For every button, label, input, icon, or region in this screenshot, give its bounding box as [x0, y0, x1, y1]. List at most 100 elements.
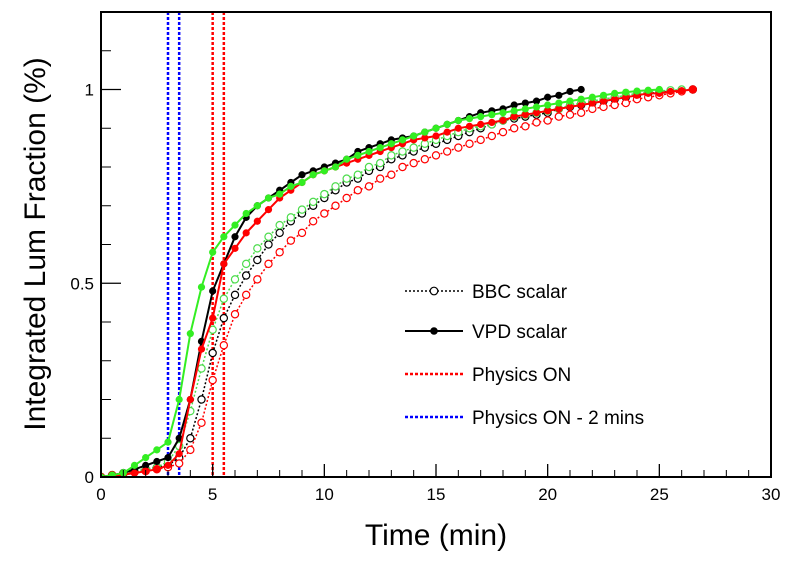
- series-6-point: [432, 124, 440, 132]
- legend-entry-physics-on: Physics ON: [405, 365, 571, 386]
- series-6-point: [499, 109, 507, 117]
- series-2-point: [308, 197, 318, 207]
- series-5-point: [488, 118, 496, 127]
- series-1-point: [230, 290, 240, 300]
- series-2-point: [364, 162, 374, 172]
- series-4-point: [521, 99, 529, 107]
- x-axis-title: Time (min): [365, 519, 507, 552]
- series-5-point: [153, 465, 161, 473]
- x-tick-label: 15: [427, 485, 446, 504]
- series-6-point: [555, 99, 563, 107]
- series-6-point: [242, 209, 250, 218]
- series-6-point: [253, 202, 261, 210]
- series-3-point: [476, 135, 485, 145]
- series-4-point: [175, 434, 183, 442]
- series-5-point: [130, 469, 139, 477]
- series-6-point: [577, 95, 585, 103]
- series-3-point: [398, 162, 407, 172]
- series-3-point: [554, 112, 564, 121]
- legend-swatch-marker: [430, 327, 438, 335]
- series-3-point: [409, 158, 418, 168]
- series-3-point: [543, 116, 552, 125]
- series-6-point: [220, 233, 228, 241]
- legend-entry-bbc-scalar: BBC scalar: [405, 282, 568, 303]
- series-3-point: [532, 118, 541, 127]
- series-6-point: [320, 167, 328, 175]
- series-5-point: [689, 85, 697, 94]
- series-5-point: [253, 217, 261, 225]
- series-6-point: [197, 283, 206, 291]
- series-4-point: [153, 457, 161, 466]
- legend-entry-physics-on-2-mins: Physics ON - 2 mins: [405, 408, 644, 429]
- series-5-point: [566, 103, 574, 111]
- series-6-point: [276, 190, 284, 198]
- series-6-point: [644, 86, 652, 94]
- series-2-point: [241, 259, 251, 269]
- series-6-point: [410, 132, 418, 140]
- series-2-point: [353, 170, 363, 179]
- series-6-point: [655, 85, 663, 94]
- series-6-point: [164, 438, 172, 446]
- series-1-point: [219, 313, 229, 323]
- series-2-point: [297, 205, 307, 214]
- series-6-point: [398, 136, 407, 144]
- series-5-point: [622, 93, 630, 101]
- series-3-point: [342, 193, 351, 203]
- series-6-point: [365, 147, 373, 156]
- series-5-point: [499, 116, 507, 125]
- series-6-point: [153, 446, 161, 454]
- series-4-point: [209, 287, 217, 295]
- series-3-point: [253, 275, 262, 284]
- series-1-point: [275, 228, 284, 238]
- series-2-point: [409, 143, 418, 152]
- series-5-point: [264, 206, 273, 214]
- x-tick-label: 0: [96, 485, 105, 504]
- series-2-point: [197, 364, 206, 373]
- series-3-point: [498, 127, 508, 137]
- series-3-point: [509, 124, 519, 133]
- series-6-point: [588, 93, 596, 101]
- series-6-point: [130, 461, 139, 469]
- series-5-point: [678, 87, 686, 95]
- series-6-point: [331, 163, 340, 171]
- series-2-point: [286, 213, 296, 222]
- series-5-point: [454, 124, 462, 132]
- series-6-point: [622, 88, 630, 96]
- series-6-point: [599, 91, 608, 99]
- series-3-point: [431, 151, 441, 160]
- series-6-point: [387, 140, 395, 148]
- series-6-point: [611, 89, 619, 97]
- series-2-point: [230, 275, 240, 284]
- series-6-point: [142, 454, 150, 462]
- series-6-point: [532, 103, 541, 111]
- series-6-point: [544, 101, 552, 109]
- series-6-point: [186, 330, 194, 338]
- series-5-point: [555, 105, 563, 113]
- series-5-point: [544, 107, 552, 115]
- series-3-point: [576, 108, 586, 117]
- series-6-point: [287, 182, 295, 190]
- series-5-point: [220, 260, 228, 268]
- series-4-point: [555, 91, 563, 99]
- series-3-point: [308, 217, 318, 226]
- series-2-point: [398, 147, 407, 156]
- legend-label: Physics ON - 2 mins: [472, 408, 644, 429]
- series-3-point: [454, 143, 463, 152]
- series-5-point: [510, 113, 518, 121]
- series-2-point: [320, 189, 329, 199]
- series-2-point: [219, 294, 229, 303]
- series-3-point: [297, 228, 307, 238]
- series-3-point: [442, 147, 452, 156]
- series-1-point: [208, 348, 217, 358]
- series-5-point: [175, 450, 183, 458]
- legend-entry-vpd-scalar: VPD scalar: [405, 322, 568, 343]
- series-3-point: [353, 186, 363, 195]
- series-6-point: [421, 128, 429, 136]
- series-6-point: [521, 105, 529, 113]
- series-5-point: [611, 95, 619, 103]
- y-tick-label: 0: [85, 468, 94, 487]
- series-3-point: [387, 170, 396, 179]
- series-4-point: [544, 93, 552, 101]
- legend-label: Physics ON: [472, 365, 571, 386]
- series-4-point: [510, 101, 518, 109]
